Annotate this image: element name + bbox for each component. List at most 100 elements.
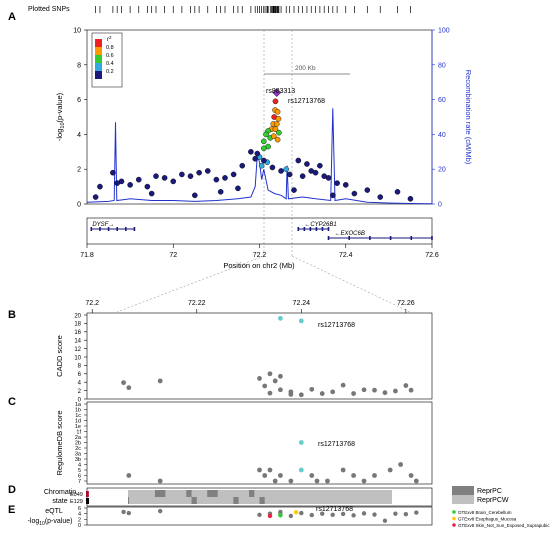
regulomedb-point xyxy=(314,478,320,484)
regulomedb-annotation: rs12713768 xyxy=(318,441,355,448)
cadd-point xyxy=(382,390,388,396)
snp-point xyxy=(275,115,282,122)
eqtl-point xyxy=(351,513,356,518)
snp-point xyxy=(196,169,202,176)
gene-track: DYSF→ ←CYP26B1 ←EXOC6B xyxy=(90,222,433,240)
snp-point xyxy=(317,162,323,169)
y2-tick-label: 40 xyxy=(438,132,446,139)
r2-legend-title: r2 xyxy=(107,35,112,43)
snp-point xyxy=(222,175,228,181)
snp-annotation-rs883313: rs883313 xyxy=(266,88,295,95)
chromatin-segment xyxy=(259,497,265,504)
regulomedb-point xyxy=(408,473,414,478)
eqtl-y-label-2: -log10(p-value) xyxy=(28,518,73,527)
cadd-y-label: CADD score xyxy=(55,335,64,377)
gene-exon xyxy=(410,236,413,240)
zoom-line-right xyxy=(291,255,411,313)
plotted-snps-track xyxy=(95,6,411,13)
cadd-point xyxy=(309,386,315,392)
eqtl-point xyxy=(299,510,304,516)
eqtl-annotation: rs12713768 xyxy=(316,506,353,513)
eqtl-point xyxy=(382,518,388,523)
chromatin-segment xyxy=(249,490,255,497)
gene-label: ←CYP26B1 xyxy=(304,222,336,228)
snp-point xyxy=(118,178,125,185)
regulomedb-y-tick-label: 1b xyxy=(75,408,81,414)
eqtl-point xyxy=(403,512,409,517)
eqtl-point xyxy=(288,513,294,519)
chromatin-y-label: Chromatin xyxy=(44,489,76,496)
x-axis: 71.8 72 72.2 72.4 72.6 xyxy=(80,244,439,259)
cadd-point xyxy=(278,387,283,393)
eqtl-legend-label: GTExv8 Brain_Cerebellum xyxy=(458,510,512,515)
cadd-point xyxy=(272,378,278,384)
cadd-y-tick-label: 20 xyxy=(74,313,81,319)
regulomedb-y-tick-label: 4 xyxy=(78,463,81,469)
snp-point xyxy=(270,133,277,139)
cadd-point xyxy=(121,380,126,386)
plot-e-frame xyxy=(86,506,433,526)
x-tick-label: 71.8 xyxy=(80,252,94,259)
x-tick-label: 72 xyxy=(169,252,177,259)
snp-point xyxy=(97,183,103,190)
gene-exon xyxy=(389,236,392,240)
cadd-plot: 0 2 4 6 8 10 12 14 16 18 20 CADD score rs12713768 xyxy=(55,312,433,403)
snp-point xyxy=(364,187,371,193)
cadd-point xyxy=(257,376,262,381)
legend-swatch-reprpc xyxy=(452,486,474,495)
eqtl-point xyxy=(340,511,346,517)
chromatin-swatch xyxy=(86,491,89,497)
cadd-point xyxy=(393,388,398,394)
cadd-point xyxy=(267,390,273,396)
snp-point xyxy=(394,189,401,195)
regulomedb-y-tick-label: 2c xyxy=(75,446,81,452)
legend-label-reprpc: ReprPC xyxy=(477,488,502,495)
eqtl-point xyxy=(320,511,325,516)
cadd-y-tick-label: 16 xyxy=(74,330,81,336)
cadd-y-tick-label: 10 xyxy=(74,355,81,361)
eqtl-point xyxy=(393,511,398,516)
regulomedb-point xyxy=(372,473,377,478)
snp-point xyxy=(295,157,302,164)
gene-exon xyxy=(125,227,127,231)
snp-point xyxy=(269,164,276,171)
x-tick-label: 72.2 xyxy=(253,252,267,259)
cadd-point xyxy=(298,392,304,398)
eqtl-y-tick-label: 0 xyxy=(78,523,81,529)
gene-exon xyxy=(309,227,312,231)
cadd-point xyxy=(288,391,294,397)
regulomedb-y-tick-label: 2b xyxy=(75,441,81,447)
gene-exon xyxy=(99,227,101,231)
snp-point xyxy=(148,190,155,197)
y2-axis-label: Recombination rate (cM/Mb) xyxy=(464,70,473,165)
zoom-x-tick-label: 72.22 xyxy=(188,300,206,307)
gene-exon xyxy=(348,236,350,240)
lead-snp-point xyxy=(272,88,282,97)
snp-point xyxy=(330,192,336,199)
eqtl-legend-label: GTExv8 Esophagus_Mucosa xyxy=(458,517,517,522)
regulomedb-point xyxy=(351,473,356,478)
gene-exon xyxy=(90,227,93,231)
cadd-y-tick-label: 12 xyxy=(74,347,81,353)
gene-exon xyxy=(116,227,118,231)
r2-swatch-4 xyxy=(95,47,102,55)
regulomedb-y-tick-label: 7 xyxy=(78,479,81,485)
y-tick-label: 2 xyxy=(77,167,81,174)
snp-point xyxy=(213,176,220,183)
snp-point xyxy=(127,182,133,188)
r2-legend-label: 0.8 xyxy=(106,45,114,51)
zoom-x-tick-label: 72.24 xyxy=(293,300,311,307)
eqtl-point xyxy=(121,509,126,515)
cadd-y-tick-label: 2 xyxy=(78,389,82,395)
snp-point xyxy=(192,192,198,199)
regulomedb-point xyxy=(413,478,419,484)
r2-legend-label: 0.6 xyxy=(106,53,114,59)
snp-point xyxy=(110,169,116,176)
eqtl-point xyxy=(267,513,273,519)
y-tick-label: 0 xyxy=(77,202,81,209)
cadd-point xyxy=(408,387,414,393)
chromatin-y-label-2: state xyxy=(52,498,67,505)
gene-exon xyxy=(431,236,433,240)
